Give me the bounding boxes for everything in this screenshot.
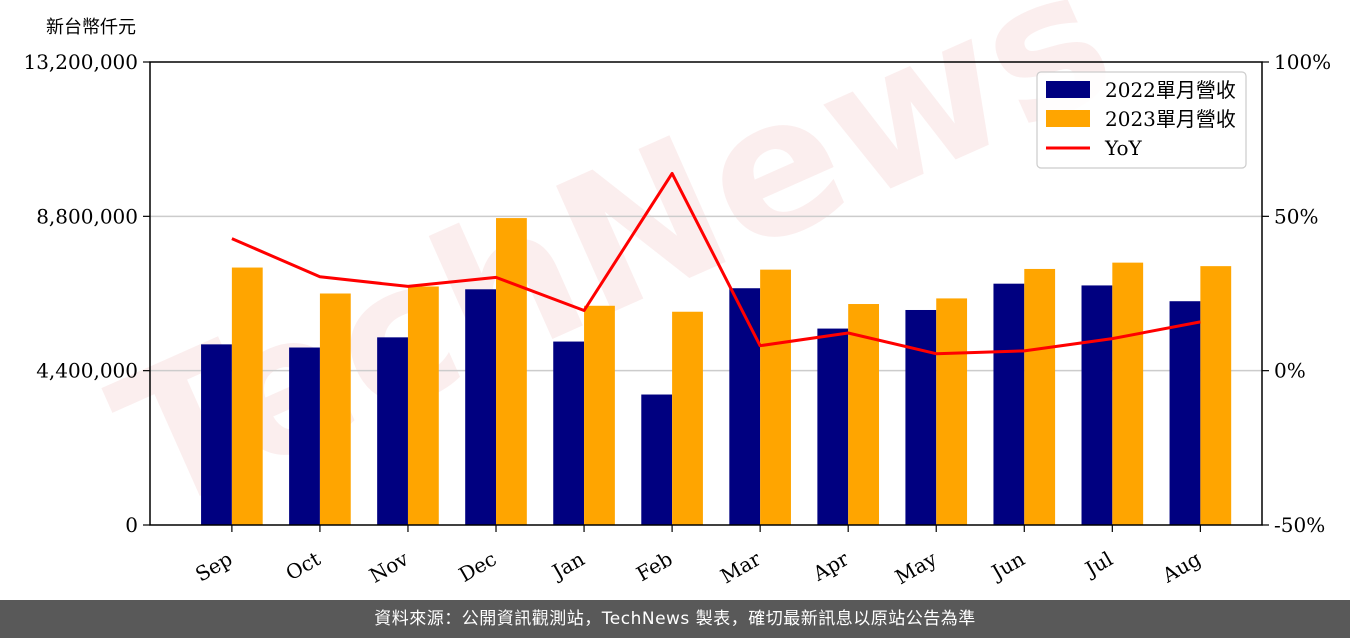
y-right-tick-label: 50% [1274, 204, 1318, 228]
bar-2022-dec [465, 289, 497, 525]
legend: 2022單月營收 2023單月營收 YoY [1036, 71, 1247, 169]
bar-2022-jul [1081, 285, 1113, 525]
legend-label: 2023單月營收 [1105, 107, 1236, 131]
y-left-tick-label: 8,800,000 [36, 204, 138, 228]
y-left-tick-label: 4,400,000 [36, 359, 138, 383]
x-tick-label: Mar [716, 546, 765, 588]
bar-2023-dec [496, 218, 527, 525]
x-tick-label: Jul [1079, 547, 1116, 582]
bar-2023-nov [407, 286, 439, 525]
bar-2022-oct [289, 347, 320, 525]
yoy-line-layer [231, 171, 1201, 356]
bar-2023-apr [848, 304, 880, 525]
bar-2022-aug [1169, 301, 1201, 525]
legend-label: YoY [1104, 136, 1143, 160]
bar-2022-sep [201, 344, 232, 525]
bar-2022-mar [729, 288, 761, 525]
bar-2022-feb [641, 394, 673, 525]
y-right-tick-label: -50% [1274, 513, 1325, 537]
bar-2023-jun [1024, 268, 1056, 525]
x-tick-label: Oct [282, 547, 325, 586]
bar-2023-sep [231, 267, 263, 525]
plot-frame [149, 61, 1263, 526]
y-left-tick-label: 13,200,000 [23, 50, 138, 74]
x-tick-label: Jan [546, 546, 588, 584]
y-right-tick-label: 0% [1274, 359, 1306, 383]
x-tick-label: Jun [986, 546, 1029, 585]
legend-swatch [1046, 81, 1090, 98]
bar-2022-jan [553, 341, 585, 525]
bar-2023-oct [319, 293, 351, 525]
y-axis-label: 新台幣仟元 [46, 17, 136, 38]
bar-2023-may [936, 298, 968, 525]
axes [143, 61, 1269, 532]
legend-label: 2022單月營收 [1105, 78, 1236, 102]
bars [201, 218, 1232, 525]
y-right-tick-label: 100% [1274, 50, 1331, 74]
x-tick-label: Sep [191, 547, 236, 587]
bar-2023-jul [1112, 262, 1144, 525]
bar-2023-mar [760, 269, 791, 525]
legend-swatch [1046, 110, 1090, 127]
bar-2023-jan [584, 305, 615, 525]
bar-2022-jun [993, 283, 1025, 525]
x-tick-label: Dec [455, 547, 501, 587]
yoy-line [231, 171, 1201, 356]
y-left-tick-label: 0 [125, 513, 138, 537]
bar-2022-nov [377, 337, 408, 525]
chart-canvas: TechNews 04,400,0008,800,00013,200,000-5… [23, 0, 1331, 589]
x-tick-label: Feb [632, 547, 676, 586]
x-tick-label: Aug [1157, 546, 1205, 587]
bar-2023-aug [1200, 266, 1232, 525]
x-tick-label: May [891, 546, 941, 589]
source-footer: 資料來源：公開資訊觀測站，TechNews 製表，確切最新訊息以原站公告為準 [0, 600, 1350, 638]
x-tick-label: Apr [808, 546, 853, 586]
bar-2022-apr [817, 328, 849, 525]
x-tick-label: Nov [365, 546, 413, 588]
bar-2022-may [905, 309, 937, 525]
bar-2023-feb [672, 311, 703, 525]
chart: TechNews 0 4,400,000 8,800,000 13,200,000 -5… [23, 0, 1331, 589]
